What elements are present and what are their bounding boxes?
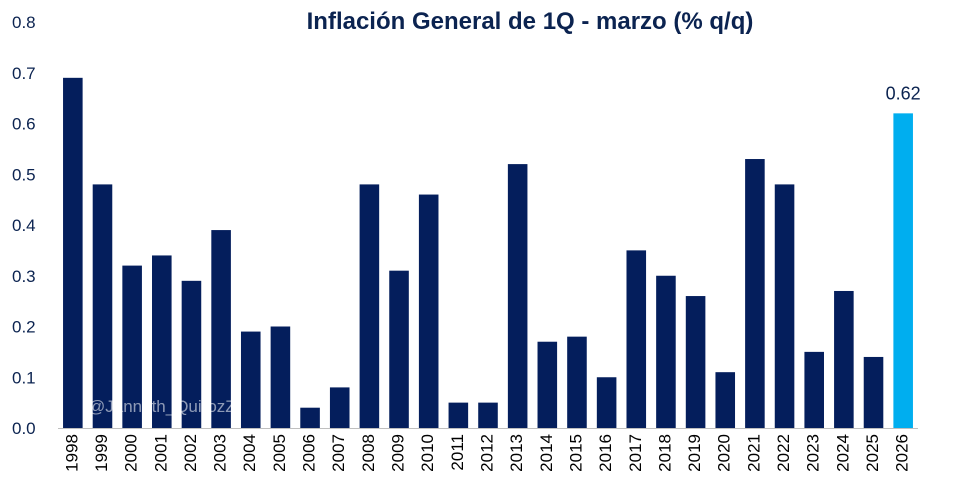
bar-2019 (685, 296, 706, 428)
x-tick-label-2021: 2021 (744, 434, 763, 472)
bar-2024 (834, 290, 854, 428)
bar-2008 (359, 184, 380, 428)
x-tick-label-2023: 2023 (804, 434, 823, 472)
bar-2001 (152, 255, 172, 428)
bar-2016 (596, 377, 617, 428)
x-tick-label-2026: 2026 (893, 434, 912, 472)
bar-2017 (626, 250, 647, 428)
y-tick-label-3: 0.3 (12, 267, 36, 286)
x-tick-label-2016: 2016 (596, 434, 615, 472)
bar-2006 (300, 407, 320, 428)
bar-2020 (715, 372, 736, 428)
x-tick-label-2010: 2010 (418, 434, 437, 472)
x-tick-label-2015: 2015 (566, 434, 585, 472)
y-tick-label-6: 0.6 (12, 115, 36, 134)
bar-1999 (92, 184, 113, 428)
bar-2005 (270, 326, 291, 428)
x-tick-label-2025: 2025 (863, 434, 882, 472)
x-tick-label-2022: 2022 (774, 434, 793, 472)
x-tick-label-2006: 2006 (300, 434, 319, 472)
bar-2022 (774, 184, 795, 428)
x-tick-label-2011: 2011 (448, 434, 467, 471)
bar-1998 (63, 77, 83, 428)
bar-2015 (567, 336, 587, 428)
bar-2025 (863, 356, 884, 428)
bar-2002 (181, 280, 202, 428)
x-tick-label-2019: 2019 (685, 434, 704, 472)
x-tick-label-2002: 2002 (181, 434, 200, 472)
x-tick-label-2018: 2018 (655, 434, 674, 472)
bar-2000 (122, 265, 142, 428)
x-tick-label-2013: 2013 (507, 434, 526, 472)
bar-2018 (656, 275, 676, 428)
bar-2011 (448, 402, 469, 428)
y-tick-label-4: 0.4 (12, 216, 36, 235)
y-tick-label-8: 0.8 (12, 13, 36, 32)
bar-2021 (745, 159, 765, 428)
x-tick-label-2004: 2004 (240, 434, 259, 472)
data-label-2026: 0.62 (886, 83, 921, 103)
bar-2023 (804, 351, 824, 428)
x-tick-label-2000: 2000 (122, 434, 141, 472)
y-tick-label-1: 0.1 (12, 368, 36, 387)
x-tick-label-2009: 2009 (389, 434, 408, 472)
bar-2010 (418, 194, 439, 428)
x-tick-label-2005: 2005 (270, 434, 289, 472)
y-tick-label-2: 0.2 (12, 318, 36, 337)
x-tick-label-1999: 1999 (92, 434, 111, 472)
bar-2007 (329, 387, 350, 428)
chart-title: Inflación General de 1Q - marzo (% q/q) (306, 8, 754, 35)
bar-2004 (240, 331, 261, 428)
bar-2026 (893, 113, 913, 428)
bar-2012 (478, 402, 498, 428)
y-tick-label-7: 0.7 (12, 64, 36, 83)
x-tick-label-1998: 1998 (62, 434, 81, 472)
x-tick-label-2003: 2003 (211, 434, 230, 472)
x-tick-label-2008: 2008 (359, 434, 378, 472)
watermark-text: @Janneth_QuirozZ (88, 397, 236, 416)
y-tick-label-5: 0.5 (12, 165, 36, 184)
x-tick-label-2024: 2024 (833, 434, 852, 472)
bar-2014 (537, 341, 558, 428)
x-tick-label-2001: 2001 (151, 434, 170, 472)
x-tick-label-2014: 2014 (537, 434, 556, 472)
bar-2013 (507, 164, 528, 428)
x-tick-label-2020: 2020 (715, 434, 734, 472)
y-tick-label-0: 0.0 (12, 419, 36, 438)
x-tick-label-2007: 2007 (329, 434, 348, 472)
bar-2009 (389, 270, 409, 428)
x-tick-label-2017: 2017 (626, 434, 645, 472)
bar-2003 (211, 230, 231, 428)
x-tick-label-2012: 2012 (477, 434, 496, 472)
